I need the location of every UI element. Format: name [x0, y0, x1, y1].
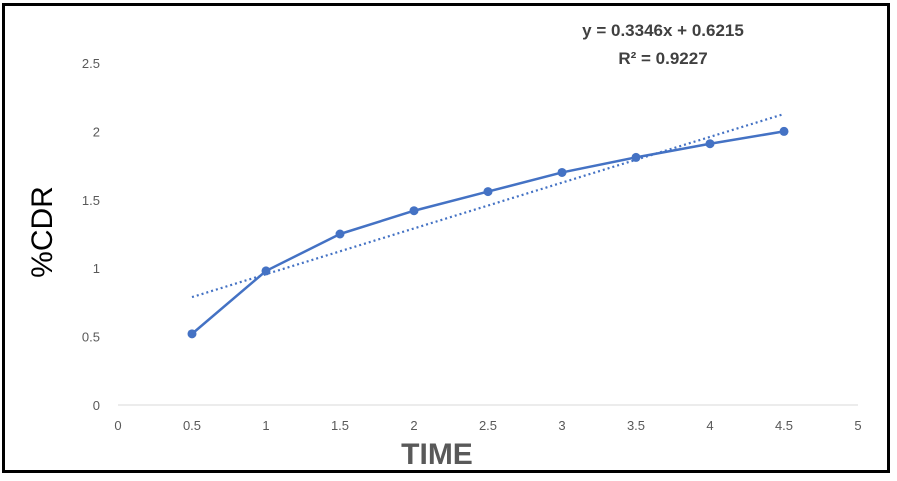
- series-group: [187, 126, 789, 339]
- data-point: [705, 139, 715, 149]
- data-point: [631, 152, 641, 162]
- data-point: [261, 266, 271, 276]
- x-tick-label: 0: [114, 418, 121, 433]
- x-tick-label: 1: [262, 418, 269, 433]
- series-line: [191, 130, 785, 335]
- chart-frame: [2, 3, 890, 473]
- linear-trendline: [191, 112, 785, 299]
- y-tick-label: 0.5: [82, 330, 100, 345]
- x-tick-label: 0.5: [183, 418, 201, 433]
- r-squared-label: R² = 0.9227: [618, 49, 707, 68]
- x-tick-label: 3.5: [627, 418, 645, 433]
- trend-equation: y = 0.3346x + 0.6215: [582, 21, 744, 40]
- x-tick-label: 2: [410, 418, 417, 433]
- y-axis-title: %CDR: [26, 186, 59, 278]
- trendline-group: [191, 112, 785, 299]
- y-axis-ticks: 0 0.5 1 1.5 2 2.5: [82, 56, 100, 413]
- y-tick-label: 1: [93, 261, 100, 276]
- x-tick-label: 4: [706, 418, 713, 433]
- x-tick-label: 3: [558, 418, 565, 433]
- x-tick-label: 2.5: [479, 418, 497, 433]
- x-tick-label: 5: [854, 418, 861, 433]
- data-point: [187, 329, 197, 339]
- x-axis-title: TIME: [401, 438, 473, 471]
- y-tick-label: 2: [93, 124, 100, 139]
- data-point: [557, 167, 567, 177]
- x-tick-label: 4.5: [775, 418, 793, 433]
- data-point: [409, 206, 419, 216]
- data-point: [779, 126, 789, 136]
- x-tick-label: 1.5: [331, 418, 349, 433]
- data-point: [335, 229, 345, 239]
- y-tick-label: 2.5: [82, 56, 100, 71]
- y-tick-label: 1.5: [82, 193, 100, 208]
- x-axis-ticks: 0 0.5 1 1.5 2 2.5 3 3.5 4 4.5 5: [114, 418, 861, 433]
- y-tick-label: 0: [93, 398, 100, 413]
- data-point: [483, 187, 493, 197]
